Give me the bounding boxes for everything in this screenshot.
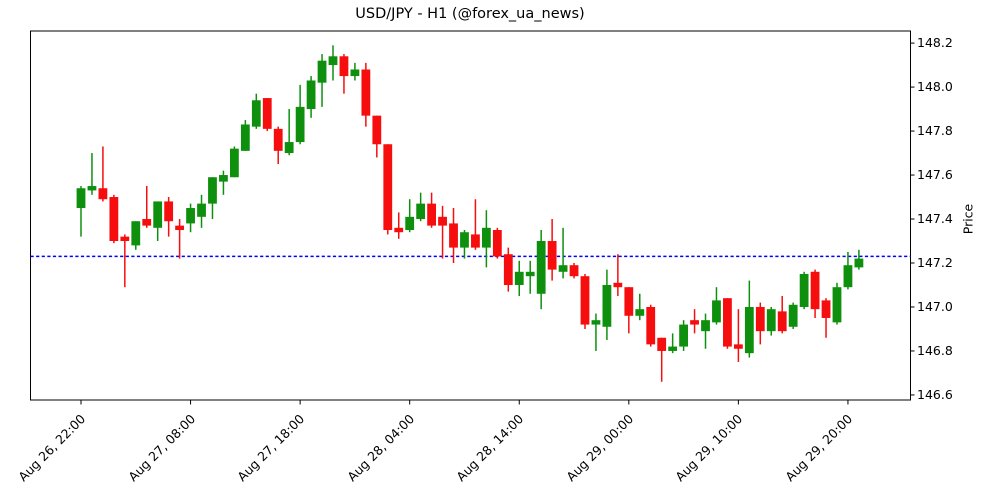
y-tick-label: 146.8 [917, 342, 953, 358]
y-axis-label: Price [960, 203, 976, 235]
chart-title: USD/JPY - H1 (@forex_ua_news) [355, 6, 585, 22]
candle-body-up [679, 324, 688, 347]
candle-body-up [668, 346, 678, 351]
candle-body-up [87, 186, 97, 191]
candle-body-down [361, 69, 371, 116]
y-tick-label: 148.2 [917, 35, 953, 51]
candle-body-up [799, 273, 809, 307]
candle-body-down [733, 344, 743, 349]
y-tick-label: 147.4 [917, 211, 953, 227]
candle-body-up [788, 304, 798, 327]
candle-body-down [427, 203, 437, 226]
y-tick-label: 147.8 [917, 123, 953, 139]
y-tick-label: 148.0 [917, 79, 953, 95]
candle-body-up [251, 100, 261, 127]
candle-body-up [284, 142, 294, 154]
candle-body-down [98, 188, 108, 200]
candle-body-down [164, 201, 174, 222]
candle-body-up [131, 221, 141, 246]
candle-body-up [481, 227, 491, 248]
candle-body-up [350, 69, 360, 77]
candle-body-up [854, 258, 864, 268]
candle-body-up [219, 175, 228, 182]
candle-body-up [416, 203, 426, 220]
candle-body-down [339, 56, 349, 77]
candle-body-up [208, 177, 217, 204]
candle-body-up [832, 287, 842, 323]
candle-body-up [328, 56, 338, 66]
candle-body-down [657, 337, 667, 351]
candle-body-down [810, 271, 820, 310]
candle-body-up [536, 241, 546, 294]
candle-body-down [273, 128, 283, 151]
candle-body-up [76, 188, 86, 209]
candle-body-up [525, 271, 535, 277]
y-tick-label: 147.2 [917, 254, 953, 270]
candle-body-up [153, 201, 163, 228]
candle-body-up [306, 80, 316, 110]
candle-body-up [558, 265, 568, 272]
candle-body-down [624, 287, 634, 316]
candle-body-up [460, 232, 469, 248]
y-tick-label: 147.6 [917, 167, 953, 183]
candle-body-up [240, 124, 250, 151]
candle-body-up [197, 203, 206, 217]
candle-body-up [701, 320, 710, 332]
candle-body-up [843, 265, 853, 288]
candle-body-down [109, 197, 119, 242]
candle-body-up [405, 216, 415, 231]
candle-body-down [580, 276, 590, 325]
candle-body-down [394, 227, 404, 233]
candle-body-up [712, 300, 721, 323]
candle-body-down [372, 115, 382, 145]
candle-body-up [591, 320, 601, 325]
candle-body-down [120, 236, 130, 242]
candle-body-down [449, 223, 458, 248]
candle-body-down [142, 219, 152, 226]
candle-body-up [186, 208, 195, 224]
candle-body-down [492, 230, 502, 257]
candle-body-up [229, 148, 239, 178]
candle-body-up [635, 309, 645, 316]
candle-body-down [777, 311, 787, 332]
candle-body-down [690, 320, 699, 325]
candle-body-down [569, 265, 579, 277]
candle-body-down [821, 300, 831, 318]
candle-body-down [503, 254, 513, 285]
candle-body-down [723, 298, 732, 347]
candle-body-up [766, 309, 776, 332]
candle-body-down [471, 234, 480, 248]
candle-body-down [646, 306, 656, 345]
candle-body-down [613, 282, 623, 288]
candle-body-down [175, 225, 185, 231]
y-tick-label: 147.0 [917, 298, 953, 314]
plot-border [30, 30, 911, 401]
candle-body-up [295, 106, 305, 143]
candle-body-down [438, 216, 447, 226]
candle-body-down [383, 144, 393, 231]
candle-body-down [547, 241, 557, 270]
candle-body-up [317, 60, 327, 83]
y-tick-label: 146.6 [917, 386, 953, 402]
candle-body-down [262, 98, 272, 129]
candle-body-up [514, 271, 524, 285]
candle-body-up [744, 306, 754, 354]
candle-body-up [602, 284, 612, 327]
candle-body-down [755, 306, 765, 332]
